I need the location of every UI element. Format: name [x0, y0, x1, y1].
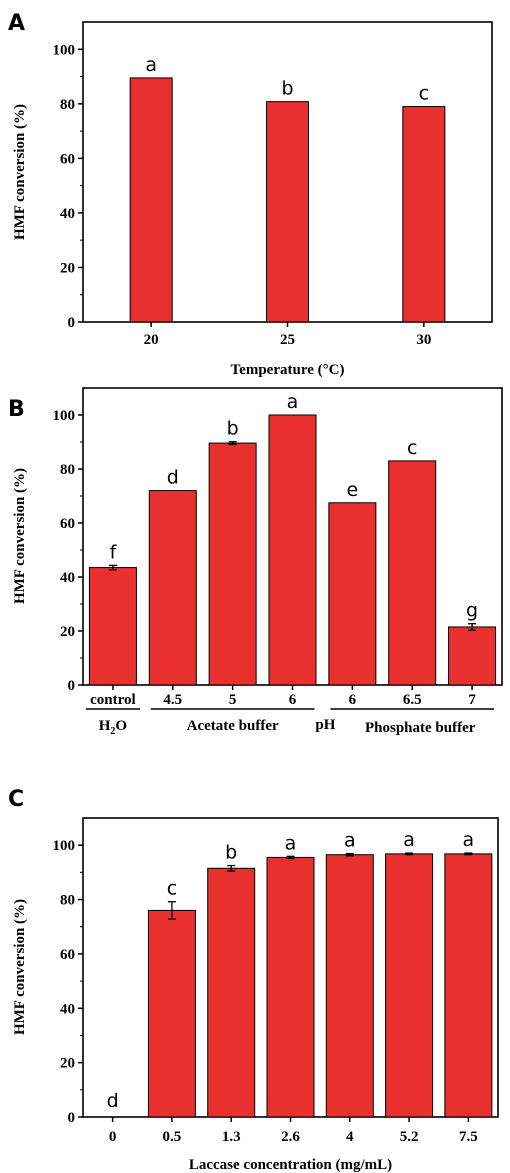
bar	[147, 909, 196, 1118]
bar	[207, 867, 256, 1118]
bar	[448, 626, 497, 686]
significance-letter: e	[347, 479, 359, 501]
panel-c: C 0 20 40 60 80 100 HMF conversion (%) d 0 c 0.5 b 1.…	[8, 787, 499, 1173]
significance-letter: c	[419, 83, 429, 105]
x-tick-label: 7.5	[459, 1129, 478, 1145]
x-axis-title: Laccase concentration (mg/mL)	[189, 1157, 392, 1173]
significance-letter: b	[227, 418, 239, 440]
y-tick-label: 40	[60, 1001, 75, 1017]
significance-letter: d	[167, 467, 179, 489]
significance-letter: b	[281, 78, 293, 100]
significance-letter: d	[107, 1090, 119, 1112]
x-tick-label: 0.5	[163, 1129, 182, 1145]
x-tick-label: 4.5	[163, 692, 182, 708]
group-label-ph: pH	[315, 717, 335, 733]
y-axis-title: HMF conversion (%)	[12, 468, 28, 604]
x-tick-label: 7	[468, 692, 476, 708]
significance-letter: b	[225, 842, 237, 864]
y-tick-label: 80	[60, 893, 75, 909]
y-tick-label: 80	[60, 462, 75, 478]
significance-letter: a	[287, 391, 299, 413]
panel-letter: C	[8, 787, 24, 812]
significance-letter: a	[463, 829, 475, 851]
x-tick-label: 6.5	[403, 692, 422, 708]
panel-letter: B	[8, 397, 25, 422]
x-tick-label: 5.2	[400, 1129, 419, 1145]
y-tick-label: 60	[60, 151, 75, 167]
x-tick-label: 25	[280, 332, 295, 348]
significance-letter: c	[407, 437, 417, 459]
y-tick-label: 100	[53, 42, 76, 58]
bar	[129, 77, 173, 323]
significance-letter: f	[110, 541, 118, 563]
y-tick-label: 40	[60, 206, 75, 222]
group-label-h2o: H2O	[99, 718, 127, 737]
y-tick-label: 0	[68, 678, 76, 694]
y-axis-title: HMF conversion (%)	[12, 899, 28, 1035]
bar	[328, 502, 377, 686]
bar	[208, 442, 257, 686]
panel-b: B 0 20 40 60 80 100 HMF conversion (%) f control d…	[8, 387, 503, 737]
significance-letter: a	[344, 830, 356, 852]
y-tick-label: 20	[60, 624, 75, 640]
significance-letter: g	[466, 600, 478, 622]
significance-letter: c	[167, 878, 177, 900]
x-tick-label: 6	[289, 692, 297, 708]
group-label-acetate: Acetate buffer	[187, 718, 279, 734]
x-tick-label: 6	[349, 692, 357, 708]
x-tick-label: 2.6	[281, 1129, 300, 1145]
significance-letter: a	[285, 832, 297, 854]
bar	[266, 856, 315, 1118]
x-tick-label: control	[90, 692, 136, 708]
bar	[266, 101, 309, 323]
x-tick-label: 0	[109, 1129, 117, 1145]
y-tick-label: 0	[68, 315, 76, 331]
x-axis-title: Temperature (°C)	[231, 362, 345, 378]
bar	[402, 106, 446, 323]
x-tick-label: 1.3	[222, 1129, 241, 1145]
group-label-phosphate: Phosphate buffer	[365, 720, 476, 736]
y-tick-label: 20	[60, 260, 75, 276]
y-tick-label: 60	[60, 947, 75, 963]
y-tick-label: 40	[60, 570, 75, 586]
significance-letter: a	[403, 829, 415, 851]
significance-letter: a	[145, 54, 157, 76]
bar	[444, 853, 493, 1118]
y-tick-label: 100	[53, 838, 76, 854]
x-tick-label: 30	[416, 332, 431, 348]
y-axis-title: HMF conversion (%)	[12, 104, 28, 240]
bar	[268, 414, 317, 686]
bar	[388, 460, 437, 686]
bar	[88, 567, 137, 686]
y-tick-label: 0	[68, 1110, 76, 1126]
y-tick-label: 20	[60, 1056, 75, 1072]
panel-a: A 0 20 40 60 80 100 HMF conversion (%) a 20 b 25 c 30…	[8, 11, 493, 378]
bar	[148, 490, 197, 686]
y-tick-label: 60	[60, 516, 75, 532]
x-tick-label: 4	[346, 1129, 354, 1145]
bar	[385, 853, 434, 1118]
panel-letter: A	[8, 11, 25, 36]
y-tick-label: 100	[53, 408, 76, 424]
x-tick-label: 20	[144, 332, 159, 348]
bar	[325, 854, 374, 1118]
x-tick-label: 5	[229, 692, 237, 708]
y-tick-label: 80	[60, 97, 75, 113]
